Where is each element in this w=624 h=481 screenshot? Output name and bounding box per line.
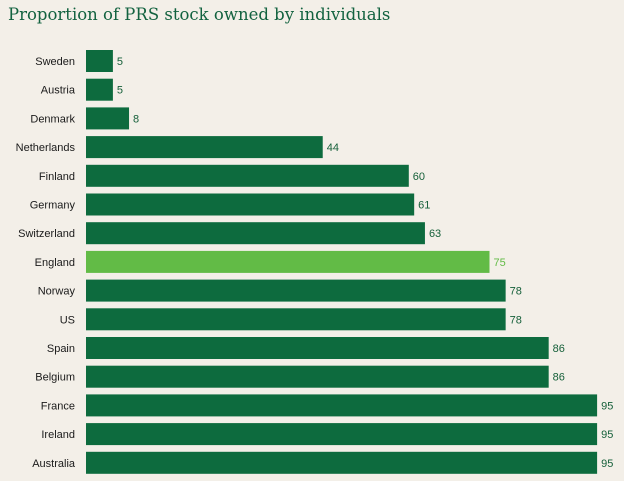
chart-title: Proportion of PRS stock owned by individ… — [8, 5, 391, 24]
value-label-australia: 95 — [601, 458, 613, 470]
value-label-germany: 61 — [418, 200, 430, 212]
bar-belgium — [86, 365, 549, 388]
category-label-germany: Germany — [30, 200, 76, 212]
category-label-norway: Norway — [38, 286, 76, 298]
category-label-spain: Spain — [47, 343, 75, 355]
value-label-switzerland: 63 — [429, 228, 441, 240]
bar-netherlands — [86, 136, 323, 159]
value-label-us: 78 — [510, 314, 522, 326]
category-label-england: England — [35, 257, 75, 269]
category-label-denmark: Denmark — [30, 113, 75, 125]
bar-ireland — [86, 423, 598, 446]
bar-austria — [86, 78, 113, 101]
bar-us — [86, 308, 506, 331]
category-label-france: France — [41, 400, 75, 412]
category-label-finland: Finland — [39, 171, 75, 183]
value-label-netherlands: 44 — [327, 142, 339, 154]
bar-australia — [86, 451, 598, 474]
category-label-austria: Austria — [41, 85, 76, 97]
category-label-sweden: Sweden — [35, 56, 75, 68]
value-label-norway: 78 — [510, 286, 522, 298]
value-label-england: 75 — [494, 257, 506, 269]
category-label-netherlands: Netherlands — [16, 142, 76, 154]
value-label-spain: 86 — [553, 343, 565, 355]
category-label-ireland: Ireland — [41, 429, 75, 441]
value-label-ireland: 95 — [601, 429, 613, 441]
bar-switzerland — [86, 222, 425, 245]
value-label-france: 95 — [601, 400, 613, 412]
value-label-finland: 60 — [413, 171, 425, 183]
bar-norway — [86, 279, 506, 302]
value-label-belgium: 86 — [553, 372, 565, 384]
category-label-belgium: Belgium — [35, 372, 75, 384]
category-label-australia: Australia — [32, 458, 76, 470]
bar-finland — [86, 164, 409, 187]
bar-england — [86, 250, 490, 273]
bar-france — [86, 394, 598, 417]
value-label-sweden: 5 — [117, 56, 123, 68]
value-label-austria: 5 — [117, 85, 123, 97]
bar-denmark — [86, 107, 130, 130]
bar-sweden — [86, 50, 113, 72]
category-label-us: US — [60, 314, 75, 326]
value-label-denmark: 8 — [133, 113, 139, 125]
bar-spain — [86, 337, 549, 359]
category-label-switzerland: Switzerland — [18, 228, 75, 240]
bar-germany — [86, 193, 415, 216]
